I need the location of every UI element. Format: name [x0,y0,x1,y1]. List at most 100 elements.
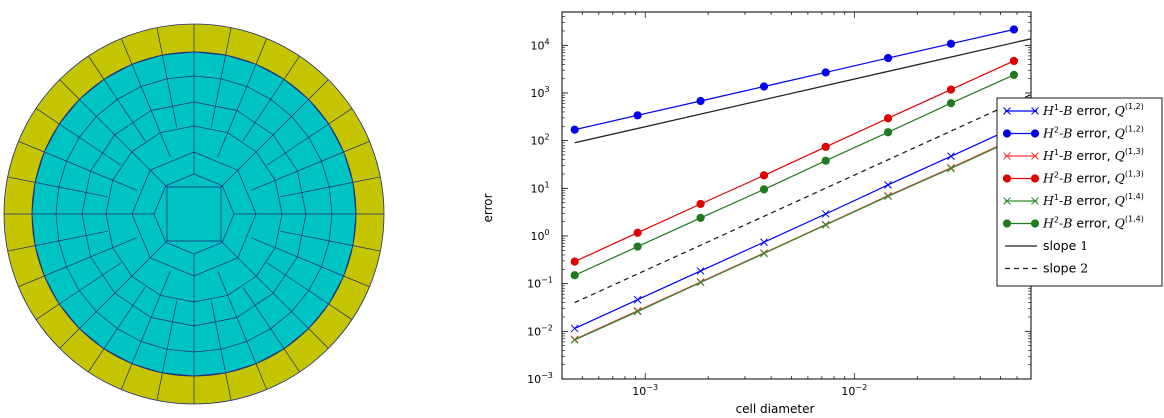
mesh-edge [59,328,80,349]
series-line [570,123,1018,333]
data-point [1031,152,1039,160]
mesh-edge [79,242,166,329]
mesh-edge [242,286,285,349]
mesh-edge [222,99,309,186]
data-point [1031,197,1039,205]
data-point [821,210,830,218]
data-point [946,85,956,94]
data-point [759,185,769,194]
data-point [821,156,830,165]
plot-frame [561,11,1032,380]
mesh-edge [88,348,105,373]
legend-label: H1-B error, Q(1,4) [1042,192,1144,208]
mesh-edge [352,245,381,252]
legend-entry: H1-B error, Q(1,3) [1003,147,1144,163]
data-point [1002,129,1012,138]
data-point [821,142,830,151]
data-point [946,39,956,48]
mesh-edge [266,123,329,166]
mesh-edge [18,140,45,153]
y-tick-label: 104 [530,37,549,52]
mesh-edge [255,363,268,390]
mesh-edge [120,363,133,390]
data-point [1009,25,1019,34]
mesh-edge [210,300,226,373]
mesh-edge [44,151,137,191]
data-point [696,267,705,275]
mesh-edge [251,151,344,191]
mesh-edge [220,240,223,243]
y-tick-label: 10−3 [527,371,553,386]
y-tick-label: 10−2 [527,323,553,338]
data-point [570,125,579,134]
mesh-ring [31,51,357,377]
x-axis-title: cell diameter [736,402,815,416]
mesh-edge [328,303,353,320]
data-point [946,99,956,108]
data-point [883,114,893,123]
reference-line [574,94,1031,304]
data-point [1009,70,1019,79]
mesh-edge [343,275,370,288]
legend-label: H2-B error, Q(1,4) [1042,215,1144,231]
data-point [633,307,642,316]
mesh-edge [131,64,171,157]
mesh-edge [251,237,344,277]
mesh-edge [35,303,60,320]
data-point [883,128,893,137]
mesh-edge [165,240,168,243]
mesh-edge [222,242,309,329]
data-point [1002,219,1012,228]
legend: H1-B error, Q(1,2) H2-B error, Q(1,2) H1-B… [996,97,1163,287]
mesh-edge [210,55,226,128]
mesh-edge [242,79,285,142]
data-series [570,25,1031,344]
legend-entry: H1-B error, Q(1,4) [1003,192,1144,208]
legend-label: H2-B error, Q(1,3) [1042,170,1144,186]
legend-entry: H1-B error, Q(1,2) [1003,102,1144,118]
series-path [574,28,1015,131]
data-point [570,271,579,280]
series-line [570,70,1019,280]
data-point [759,171,769,180]
data-point [1003,107,1011,115]
data-point [570,336,579,344]
y-tick-label: 103 [530,85,549,100]
legend-label: slope 1 [1043,238,1088,253]
mesh-edge [131,271,171,364]
mesh-edge [162,300,178,373]
mesh-edge [18,275,45,288]
mesh-edge [156,27,163,56]
data-point [570,324,579,333]
mesh-edge [283,55,300,80]
data-point [1003,197,1011,205]
data-point [821,68,830,77]
data-point [696,213,705,222]
mesh-edge [35,230,108,246]
mesh-edge [308,328,329,349]
data-point [633,295,642,304]
data-point [1002,174,1012,183]
data-point [696,278,705,287]
legend-box [996,97,1163,287]
mesh-edge [79,99,166,186]
mesh-edge [225,372,232,401]
x-tick-label: 10−2 [841,383,867,398]
data-point [633,242,642,251]
mesh-edge [59,79,80,100]
mesh-edge [59,123,122,166]
data-point [947,164,955,173]
data-point [570,257,579,266]
series-path [574,74,1015,276]
x-tick-label: 10−3 [632,383,658,398]
data-point [696,96,705,106]
mesh-edge [328,108,353,125]
mesh-edge [255,38,268,65]
data-point [1030,219,1040,228]
legend-entry: slope 2 [1005,261,1088,276]
series-path [574,126,1015,329]
mesh-edge [162,55,178,128]
data-point [633,111,642,120]
y-axis-title: error [481,193,495,222]
series-path [574,60,1015,263]
